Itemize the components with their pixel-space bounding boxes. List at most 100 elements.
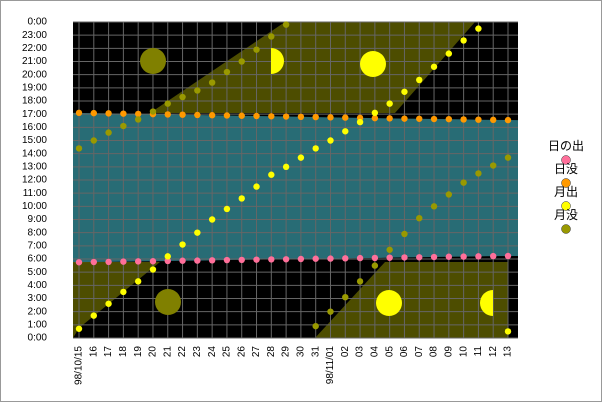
point	[327, 114, 334, 121]
point	[90, 137, 97, 144]
legend-label: 月没	[554, 207, 578, 222]
point	[386, 246, 393, 253]
point	[430, 63, 438, 70]
point	[75, 259, 83, 266]
point	[223, 112, 231, 119]
point	[105, 110, 112, 117]
x-tick-label: 04	[370, 346, 381, 358]
point	[164, 253, 171, 260]
y-tick-label: 11:00	[23, 188, 48, 199]
moon-icon	[140, 48, 166, 74]
y-tick-label: 0:00	[28, 17, 48, 28]
y-tick-label: 19:00	[22, 82, 47, 93]
moon-phases	[140, 48, 493, 316]
x-tick-label: 05	[384, 346, 395, 358]
y-tick-label: 20:00	[22, 69, 47, 80]
y-tick-label: 0:00	[28, 333, 48, 344]
point	[268, 171, 275, 178]
y-tick-label: 16:00	[22, 122, 47, 133]
point	[208, 257, 216, 264]
point	[268, 256, 275, 263]
y-tick-label: 9:00	[28, 214, 48, 225]
point	[445, 253, 453, 260]
point	[268, 113, 275, 120]
point	[208, 79, 216, 86]
x-tick-label: 10	[458, 346, 469, 358]
moon-up-morning	[315, 262, 508, 338]
point	[253, 256, 260, 263]
point	[460, 253, 467, 260]
point	[430, 115, 438, 123]
point	[105, 258, 112, 266]
moon-up-evening	[150, 22, 475, 113]
point	[460, 179, 467, 186]
point	[342, 255, 349, 262]
point	[356, 254, 364, 262]
point	[120, 122, 127, 130]
moon-icon	[271, 48, 284, 74]
point	[282, 21, 290, 28]
x-tick-label: 31	[310, 346, 321, 358]
point	[179, 93, 186, 101]
y-tick-label: 23:00	[22, 30, 47, 41]
point	[460, 37, 467, 44]
x-tick-label: 26	[236, 346, 247, 358]
point	[312, 255, 319, 262]
point	[416, 214, 423, 222]
point	[342, 128, 349, 135]
point	[282, 163, 290, 171]
point	[445, 50, 453, 57]
y-tick-label: 7:00	[28, 240, 48, 251]
daylight-band	[73, 112, 518, 263]
x-tick-label: 98/10/15	[74, 346, 85, 385]
x-tick-label: 18	[118, 346, 129, 358]
point	[401, 115, 408, 122]
point	[312, 113, 319, 121]
point	[356, 278, 364, 285]
legend-marker	[561, 155, 571, 165]
point	[371, 254, 379, 262]
point	[253, 112, 260, 120]
point	[504, 252, 512, 260]
y-tick-label: 4:00	[28, 280, 48, 291]
point	[342, 293, 349, 301]
point	[297, 113, 305, 121]
x-tick-label: 19	[133, 346, 144, 358]
point	[386, 254, 393, 261]
x-tick-label: 25	[222, 346, 233, 358]
point	[238, 58, 245, 65]
point	[223, 256, 231, 264]
y-tick-label: 21:00	[22, 56, 47, 67]
point	[490, 252, 497, 260]
point	[430, 253, 438, 261]
point	[194, 87, 201, 94]
point	[401, 254, 408, 261]
y-tick-label: 15:00	[22, 135, 47, 146]
point	[445, 191, 453, 198]
moon-icon	[155, 289, 181, 315]
point	[149, 266, 157, 273]
point	[430, 203, 438, 210]
point	[327, 255, 334, 262]
point	[208, 216, 216, 223]
legend-label: 月出	[554, 185, 578, 199]
point	[223, 205, 231, 213]
point	[371, 109, 379, 117]
point	[149, 108, 157, 115]
point	[90, 109, 97, 117]
x-tick-label: 28	[266, 346, 277, 358]
point	[297, 255, 305, 263]
x-tick-label: 30	[296, 346, 307, 358]
point	[504, 116, 512, 124]
point	[475, 253, 482, 260]
x-tick-label: 17	[103, 346, 114, 358]
y-tick-label: 18:00	[22, 96, 47, 107]
x-tick-label: 12	[488, 346, 499, 358]
y-tick-label: 5:00	[28, 267, 48, 278]
x-tick-label: 08	[429, 346, 440, 358]
point	[75, 109, 83, 117]
point	[134, 116, 142, 123]
point	[401, 88, 408, 95]
point	[371, 262, 379, 269]
point	[194, 111, 201, 119]
